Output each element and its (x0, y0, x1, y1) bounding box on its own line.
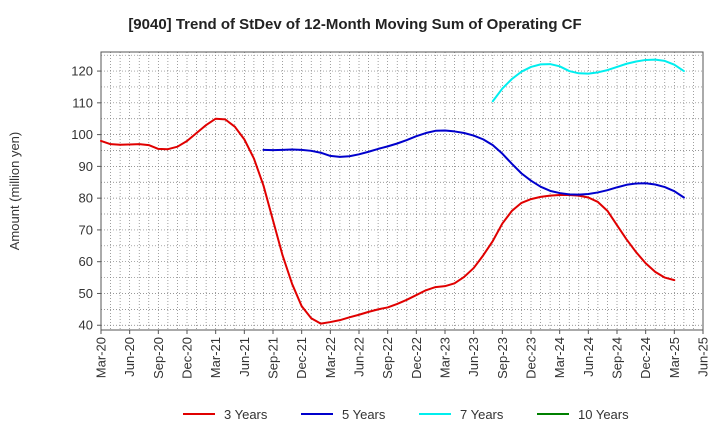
grid-layer (101, 52, 703, 330)
y-axis-label: Amount (million yen) (7, 132, 22, 251)
legend-item-5-years: 5 Years (301, 407, 386, 422)
x-tick-label: Jun-24 (581, 337, 596, 377)
y-tick-label: 90 (79, 159, 93, 174)
x-tick-labels: Mar-20 Jun-20 Sep-20 Dec-20 Mar-21 Jun-21 Sep-… (94, 330, 711, 379)
x-tick-label: Jun-23 (466, 337, 481, 377)
series-line-7-years (491, 58, 685, 103)
legend-item-3-years: 3 Years (183, 407, 268, 422)
y-tick-label: 80 (79, 191, 93, 206)
legend-label: 5 Years (342, 407, 386, 422)
y-tick-label: 60 (79, 254, 93, 269)
plot-frame (100, 51, 704, 331)
legend-item-7-years: 7 Years (419, 407, 504, 422)
x-tick-label: Dec-24 (638, 337, 653, 379)
x-tick-label: Sep-20 (151, 337, 166, 379)
legend-label: 10 Years (578, 407, 629, 422)
chart-title: [9040] Trend of StDev of 12-Month Moving… (128, 16, 581, 33)
x-tick-label: Sep-24 (610, 337, 625, 379)
series-line-5-years (262, 129, 685, 199)
x-tick-label: Mar-21 (208, 337, 223, 378)
y-tick-labels: 40 50 60 70 80 90 100 110 120 (71, 64, 101, 333)
x-tick-label: Mar-23 (438, 337, 453, 378)
x-tick-label: Sep-21 (266, 337, 281, 379)
x-tick-label: Mar-22 (323, 337, 338, 378)
x-tick-label: Jun-25 (696, 337, 711, 377)
y-tick-label: 70 (79, 222, 93, 237)
y-tick-label: 50 (79, 286, 93, 301)
x-tick-label: Dec-20 (180, 337, 195, 379)
y-tick-label: 100 (71, 127, 93, 142)
y-tick-label: 110 (72, 95, 93, 110)
legend: 3 Years 5 Years 7 Years 10 Years (183, 407, 629, 422)
x-tick-label: Jun-20 (122, 337, 137, 377)
x-tick-label: Jun-21 (237, 337, 252, 377)
y-tick-label: 120 (71, 64, 93, 79)
legend-label: 7 Years (460, 407, 504, 422)
x-tick-label: Dec-21 (294, 337, 309, 379)
x-tick-label: Sep-22 (380, 337, 395, 379)
x-tick-label: Dec-23 (524, 337, 539, 379)
series-layer (100, 58, 685, 325)
x-tick-label: Dec-22 (409, 337, 424, 379)
x-tick-label: Mar-24 (552, 337, 567, 378)
legend-item-10-years: 10 Years (537, 407, 629, 422)
x-tick-label: Jun-22 (352, 337, 367, 377)
legend-label: 3 Years (224, 407, 268, 422)
x-tick-label: Mar-20 (94, 337, 109, 378)
y-tick-label: 40 (79, 318, 93, 333)
x-tick-label: Mar-25 (667, 337, 682, 378)
x-tick-label: Sep-23 (495, 337, 510, 379)
